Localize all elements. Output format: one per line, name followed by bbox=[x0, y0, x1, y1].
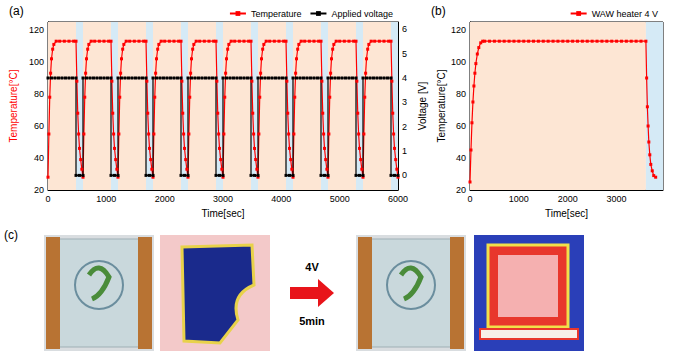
svg-text:0: 0 bbox=[45, 194, 50, 204]
svg-text:2000: 2000 bbox=[558, 194, 578, 204]
svg-text:0: 0 bbox=[467, 194, 472, 204]
svg-text:6: 6 bbox=[402, 24, 407, 34]
svg-text:Temperature[°C]: Temperature[°C] bbox=[436, 69, 447, 142]
svg-text:1000: 1000 bbox=[509, 194, 529, 204]
svg-text:1: 1 bbox=[402, 146, 407, 156]
svg-text:4000: 4000 bbox=[271, 194, 291, 204]
svg-text:2: 2 bbox=[402, 122, 407, 132]
svg-text:60: 60 bbox=[456, 121, 466, 131]
svg-text:2000: 2000 bbox=[155, 194, 175, 204]
svg-text:1000: 1000 bbox=[96, 194, 116, 204]
svg-text:100: 100 bbox=[29, 57, 44, 67]
svg-text:4V: 4V bbox=[305, 261, 319, 273]
svg-text:6000: 6000 bbox=[388, 194, 408, 204]
svg-text:Voltage [V]: Voltage [V] bbox=[417, 82, 428, 131]
svg-text:3000: 3000 bbox=[213, 194, 233, 204]
svg-text:40: 40 bbox=[456, 153, 466, 163]
svg-text:120: 120 bbox=[29, 25, 44, 35]
svg-text:80: 80 bbox=[34, 89, 44, 99]
svg-text:0: 0 bbox=[402, 170, 407, 180]
svg-text:WAW heater 4 V: WAW heater 4 V bbox=[592, 9, 658, 19]
svg-text:5min: 5min bbox=[299, 315, 325, 327]
svg-text:100: 100 bbox=[451, 57, 466, 67]
svg-text:3000: 3000 bbox=[607, 194, 627, 204]
svg-text:5000: 5000 bbox=[330, 194, 350, 204]
svg-text:Applied voltage: Applied voltage bbox=[331, 9, 393, 19]
svg-text:Time[sec]: Time[sec] bbox=[545, 208, 588, 219]
svg-text:40: 40 bbox=[34, 153, 44, 163]
svg-text:5: 5 bbox=[402, 49, 407, 59]
svg-text:Temperature: Temperature bbox=[251, 9, 302, 19]
svg-text:Time[sec]: Time[sec] bbox=[202, 208, 245, 219]
svg-text:20: 20 bbox=[34, 185, 44, 195]
svg-text:Temperature[°C]: Temperature[°C] bbox=[8, 69, 19, 142]
svg-text:60: 60 bbox=[34, 121, 44, 131]
svg-text:(a): (a) bbox=[9, 4, 24, 18]
svg-text:20: 20 bbox=[456, 185, 466, 195]
svg-text:4: 4 bbox=[402, 73, 407, 83]
svg-text:80: 80 bbox=[456, 89, 466, 99]
svg-text:120: 120 bbox=[451, 25, 466, 35]
svg-text:3: 3 bbox=[402, 97, 407, 107]
svg-text:(c): (c) bbox=[4, 228, 18, 242]
svg-text:(b): (b) bbox=[431, 4, 446, 18]
